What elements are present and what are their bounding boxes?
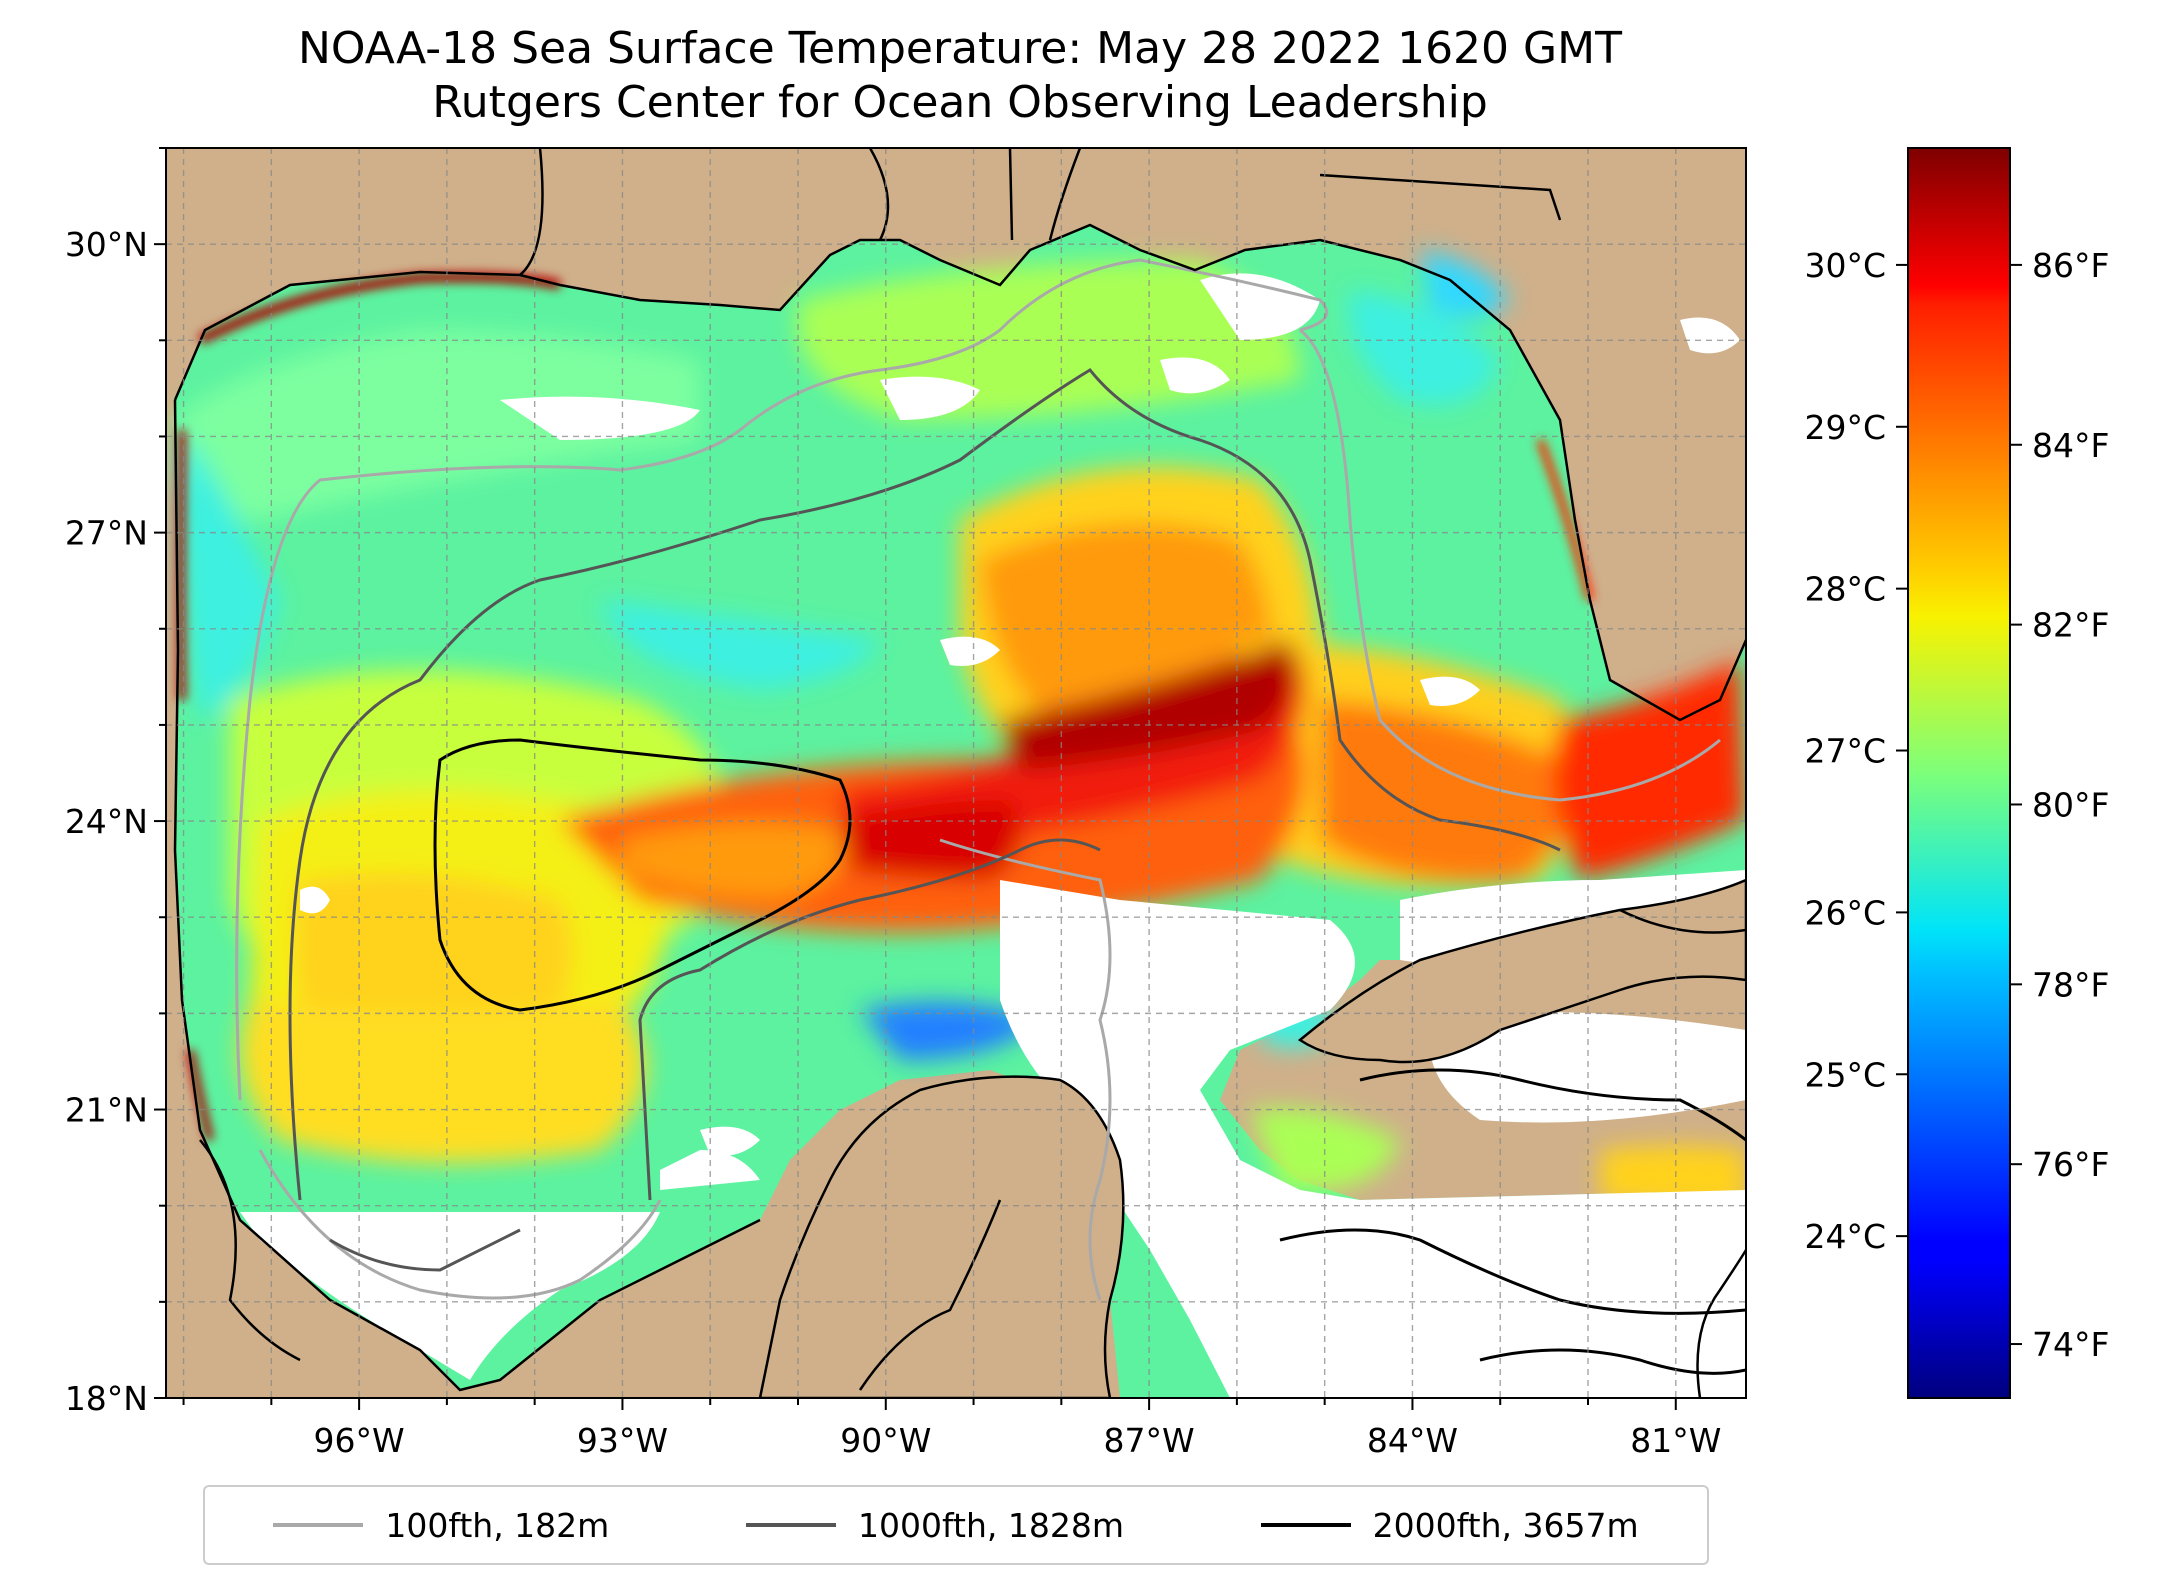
- celsius-tick-label: 27°C: [1804, 732, 1886, 771]
- fahrenheit-tick-label: 76°F: [2032, 1145, 2109, 1184]
- map-plot-area: [166, 148, 1746, 1398]
- contour-legend: 100fth, 182m 1000fth, 1828m 2000fth, 365…: [203, 1485, 1709, 1565]
- celsius-tick-label: 26°C: [1804, 893, 1886, 932]
- legend-label-100fth: 100fth, 182m: [385, 1505, 610, 1545]
- lat-tick-label: 30°N: [65, 225, 148, 264]
- legend-swatch-2000fth: [1260, 1523, 1351, 1527]
- lon-tick-label: 87°W: [1104, 1421, 1195, 1460]
- legend-item-1000fth: 1000fth, 1828m: [746, 1506, 1124, 1545]
- legend-swatch-1000fth: [746, 1523, 836, 1527]
- celsius-tick-label: 28°C: [1804, 570, 1886, 609]
- fahrenheit-tick-label: 84°F: [2032, 426, 2109, 465]
- fahrenheit-tick-label: 78°F: [2032, 965, 2109, 1004]
- colorbar-celsius-ticks: 30°C 29°C 28°C 27°C 26°C 25°C 24°C: [1804, 246, 1908, 1256]
- lat-tick-label: 18°N: [65, 1379, 148, 1418]
- colorbar: 30°C 29°C 28°C 27°C 26°C 25°C 24°C 86°F 84°F 82°…: [1804, 147, 2109, 1399]
- cuba-land: [1297, 878, 1746, 1064]
- fahrenheit-tick-label: 80°F: [2032, 785, 2109, 824]
- lon-tick-label: 90°W: [840, 1421, 931, 1460]
- plot-frame: [165, 147, 1747, 1399]
- lon-tick-label: 81°W: [1630, 1421, 1721, 1460]
- title-line-1: NOAA-18 Sea Surface Temperature: May 28 …: [298, 23, 1622, 74]
- title-line-2: Rutgers Center for Ocean Observing Leade…: [432, 77, 1488, 128]
- legend-label-2000fth: 2000fth, 3657m: [1372, 1505, 1639, 1545]
- coastlines: [173, 148, 1746, 1398]
- legend-item-2000fth: 2000fth, 3657m: [1260, 1505, 1639, 1545]
- lat-tick-label: 21°N: [65, 1091, 148, 1130]
- longitude-axis: 96°W 93°W 90°W 87°W 84°W 81°W: [182, 1398, 1721, 1460]
- latitude-axis: 30°N 27°N 24°N 21°N 18°N: [65, 147, 166, 1418]
- colorbar-fahrenheit-ticks: 86°F 84°F 82°F 80°F 78°F 76°F 74°F: [2010, 246, 2109, 1364]
- sst-field: [173, 148, 1746, 1398]
- lon-tick-label: 93°W: [577, 1421, 668, 1460]
- celsius-tick-label: 30°C: [1804, 246, 1886, 285]
- celsius-tick-label: 25°C: [1804, 1055, 1886, 1094]
- lon-tick-label: 84°W: [1367, 1421, 1458, 1460]
- fahrenheit-tick-label: 82°F: [2032, 606, 2109, 645]
- map-title: NOAA-18 Sea Surface Temperature: May 28 …: [0, 22, 1920, 130]
- celsius-tick-label: 29°C: [1804, 408, 1886, 447]
- legend-item-100fth: 100fth, 182m: [273, 1506, 609, 1545]
- legend-label-1000fth: 1000fth, 1828m: [858, 1505, 1124, 1545]
- fahrenheit-tick-label: 74°F: [2032, 1325, 2109, 1364]
- lon-tick-label: 96°W: [314, 1421, 405, 1460]
- yucatan-land: [758, 1075, 1125, 1398]
- colorbar-gradient: [1907, 147, 2011, 1399]
- celsius-tick-label: 24°C: [1804, 1217, 1886, 1256]
- fahrenheit-tick-label: 86°F: [2032, 246, 2109, 285]
- contour-1000fth: [288, 368, 1561, 1272]
- lat-tick-label: 27°N: [65, 514, 148, 553]
- lat-tick-label: 24°N: [65, 802, 148, 841]
- legend-swatch-100fth: [273, 1523, 364, 1527]
